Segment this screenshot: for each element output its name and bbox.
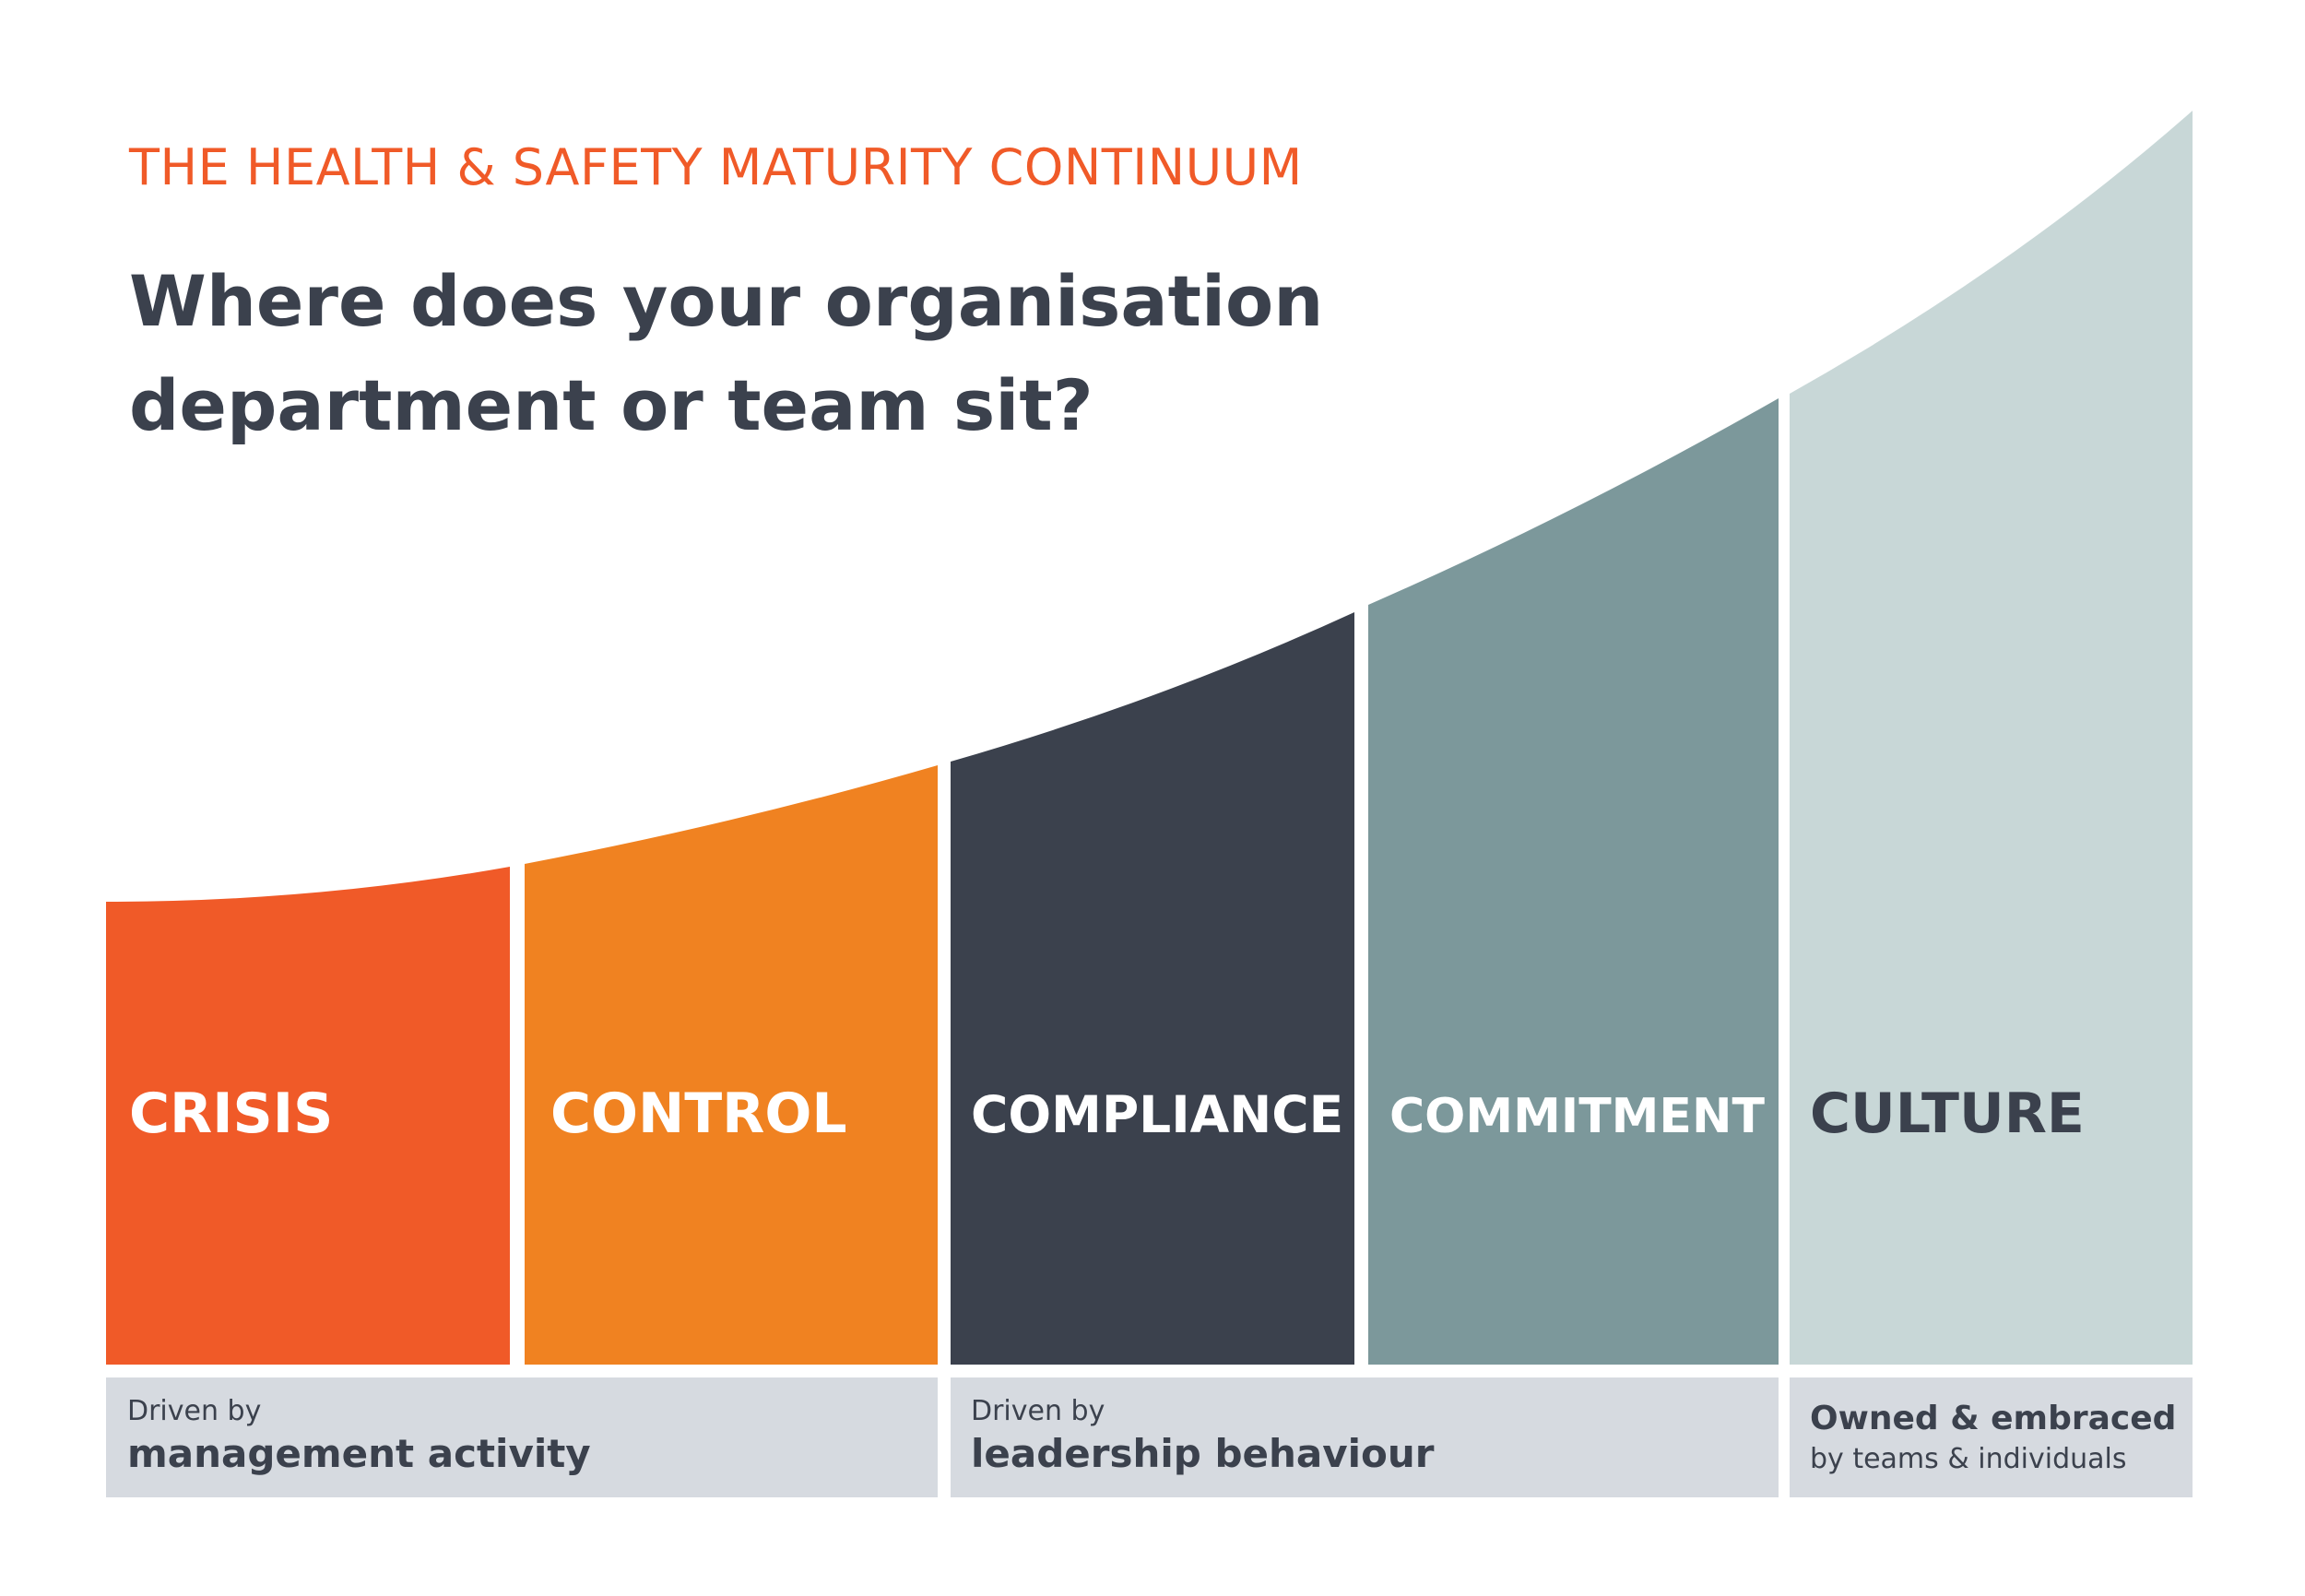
stage-control: CONTROL bbox=[525, 765, 938, 1365]
stage-control-bar bbox=[525, 765, 938, 1365]
driver-management-box bbox=[106, 1377, 938, 1497]
stage-commitment-bar bbox=[1368, 398, 1779, 1365]
driver-ownership-line-1: Owned & embraced bbox=[1810, 1400, 2176, 1437]
diagram-headline: Where does your organisation department … bbox=[129, 249, 1323, 457]
diagram-kicker-title: THE HEALTH & SAFETY MATURITY CONTINUUM bbox=[129, 138, 1303, 196]
stage-crisis-label: CRISIS bbox=[129, 1082, 333, 1146]
driver-leadership: Driven by leadership behaviour bbox=[951, 1377, 1779, 1497]
driver-leadership-box bbox=[951, 1377, 1779, 1497]
stage-crisis-bar bbox=[106, 867, 510, 1365]
driver-management-line-1: Driven by bbox=[127, 1395, 261, 1427]
stage-commitment: COMMITMENT bbox=[1368, 398, 1779, 1365]
stage-compliance-bar bbox=[951, 612, 1354, 1365]
stage-culture-label: CULTURE bbox=[1810, 1082, 2085, 1146]
stage-culture-bar bbox=[1790, 111, 2193, 1365]
driver-ownership-line-2: by teams & individuals bbox=[1810, 1443, 2126, 1475]
stage-crisis: CRISIS bbox=[106, 867, 510, 1365]
driver-management: Driven by management activity bbox=[106, 1377, 938, 1497]
stage-commitment-label: COMMITMENT bbox=[1389, 1089, 1765, 1144]
stage-culture: CULTURE bbox=[1790, 111, 2193, 1365]
driver-leadership-line-2: leadership behaviour bbox=[971, 1431, 1435, 1476]
stage-compliance-label: COMPLIANCE bbox=[971, 1085, 1343, 1144]
stage-compliance: COMPLIANCE bbox=[951, 612, 1354, 1365]
headline-line-1: Where does your organisation bbox=[129, 260, 1324, 342]
stage-control-label: CONTROL bbox=[550, 1082, 847, 1146]
driver-ownership: Owned & embraced by teams & individuals bbox=[1790, 1377, 2193, 1497]
driver-management-line-2: management activity bbox=[127, 1431, 591, 1476]
driver-ownership-box bbox=[1790, 1377, 2193, 1497]
driver-leadership-line-1: Driven by bbox=[971, 1395, 1105, 1427]
headline-line-2: department or team sit? bbox=[129, 364, 1093, 446]
